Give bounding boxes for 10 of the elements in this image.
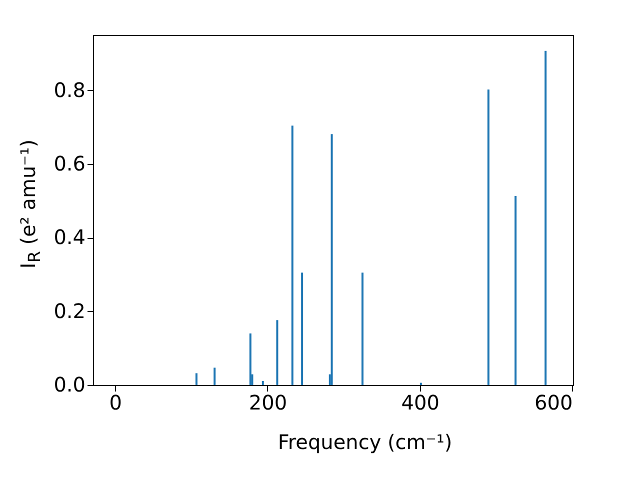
y-tick-label: 0.4 (54, 225, 86, 250)
y-tick-label: 0.8 (54, 78, 86, 102)
y-tick-label: 0.0 (54, 372, 86, 396)
y-tick-label: 0.6 (54, 151, 86, 176)
x-tick-label: 400 (401, 390, 440, 414)
x-tick-label: 600 (534, 390, 573, 414)
y-tick-label: 0.2 (54, 298, 86, 323)
x-tick-label: 200 (248, 390, 288, 414)
x-tick-label: 0 (109, 390, 122, 414)
x-axis-title: Frequency (cm⁻¹) (276, 430, 454, 454)
